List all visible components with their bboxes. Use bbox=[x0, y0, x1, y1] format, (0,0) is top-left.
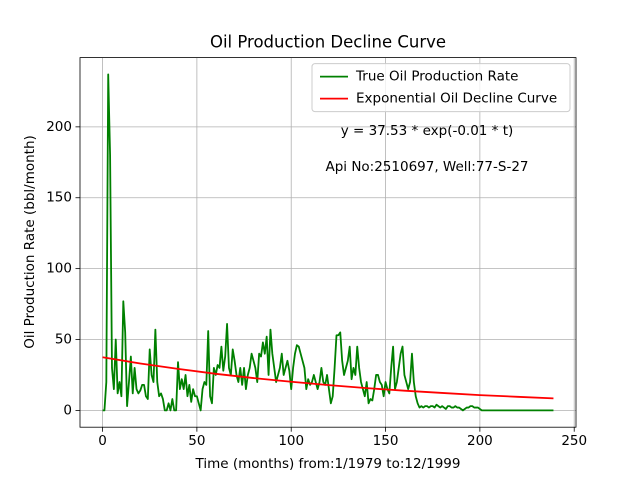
legend-label: Exponential Oil Decline Curve bbox=[356, 91, 557, 107]
x-tick-label: 200 bbox=[467, 433, 493, 449]
chart-title: Oil Production Decline Curve bbox=[210, 33, 446, 52]
data-line bbox=[102, 73, 554, 412]
y-tick-label: 50 bbox=[55, 332, 72, 348]
y-tick-label: 200 bbox=[46, 119, 72, 135]
data-line bbox=[102, 356, 554, 400]
legend-label: True Oil Production Rate bbox=[355, 69, 518, 85]
x-tick-label: 250 bbox=[561, 433, 587, 449]
x-tick-label: 0 bbox=[98, 433, 107, 449]
annotation: Api No:2510697, Well:77-S-27 bbox=[325, 159, 528, 175]
x-tick-label: 150 bbox=[373, 433, 399, 449]
annotation: y = 37.53 * exp(-0.01 * t) bbox=[341, 123, 514, 139]
x-axis-label: Time (months) from:1/1979 to:12/1999 bbox=[195, 456, 461, 472]
y-tick-label: 150 bbox=[46, 190, 72, 206]
x-tick-label: 100 bbox=[278, 433, 304, 449]
y-axis-label: Oil Production Rate (bbl/month) bbox=[22, 135, 38, 349]
y-tick-label: 0 bbox=[63, 402, 72, 418]
legend-box bbox=[311, 63, 571, 113]
plot-frame bbox=[79, 57, 577, 428]
x-tick-label: 50 bbox=[188, 433, 205, 449]
y-tick-label: 100 bbox=[46, 261, 72, 277]
